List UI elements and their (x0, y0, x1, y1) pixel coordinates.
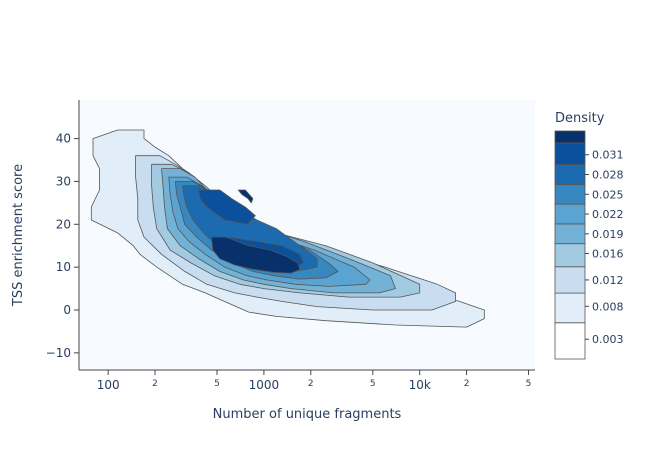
y-tick-label: 30 (56, 174, 71, 188)
colorbar-tick-label: 0.025 (592, 188, 624, 201)
colorbar-block-5 (554, 223, 586, 245)
x-ticks: 100 2 5 1000 2 5 10k 2 5 (97, 370, 532, 392)
colorbar-tick-label: 0.031 (592, 149, 624, 162)
x-tick-label: 100 (97, 378, 120, 392)
colorbar-blocks (554, 130, 586, 360)
colorbar-block-6 (554, 203, 586, 225)
x-tick-label: 5 (214, 379, 220, 389)
colorbar-block-1 (554, 322, 586, 360)
colorbar-ticks: 0.003 0.008 0.012 0.016 0.019 0.022 0.025 0.028… (585, 149, 624, 346)
colorbar-tick-label: 0.003 (592, 333, 624, 346)
contour-band-10 (210, 236, 301, 274)
contour-layer (90, 129, 485, 328)
colorbar-block-9 (554, 142, 586, 166)
contour-band-11 (237, 189, 254, 204)
y-tick-label: 40 (56, 132, 71, 146)
colorbar-tick-label: 0.008 (592, 300, 624, 313)
x-tick-label: 5 (526, 379, 532, 389)
colorbar-block-3 (554, 266, 586, 294)
colorbar-block-7 (554, 183, 586, 205)
colorbar-block-4 (554, 243, 586, 268)
x-axis-label: Number of unique fragments (213, 407, 402, 422)
colorbar-tick-label: 0.012 (592, 274, 624, 287)
colorbar-block-8 (554, 164, 586, 185)
y-tick-label: 20 (56, 217, 71, 231)
contour-band-8 (198, 189, 256, 225)
x-tick-label: 1000 (249, 378, 280, 392)
y-axis-label: TSS enrichment score (11, 164, 26, 307)
y-tick-label: 0 (63, 303, 71, 317)
y-tick-label: −10 (46, 346, 71, 360)
colorbar-block-10 (554, 130, 586, 144)
colorbar-tick-label: 0.016 (592, 248, 624, 261)
y-tick-label: 10 (56, 260, 71, 274)
x-tick-label: 2 (308, 379, 314, 389)
x-tick-label: 10k (409, 378, 431, 392)
y-ticks: −10 0 10 20 30 40 (46, 132, 79, 360)
colorbar-tick-label: 0.019 (592, 228, 624, 241)
x-tick-label: 2 (464, 379, 470, 389)
x-tick-label: 2 (152, 379, 158, 389)
colorbar-tick-label: 0.022 (592, 208, 624, 221)
colorbar-title: Density (555, 111, 605, 126)
colorbar-block-2 (554, 292, 586, 324)
x-tick-label: 5 (370, 379, 376, 389)
colorbar: Density 0.0030.0080.0120.0160.0190.0220.… (554, 111, 624, 360)
colorbar-tick-label: 0.028 (592, 168, 624, 181)
